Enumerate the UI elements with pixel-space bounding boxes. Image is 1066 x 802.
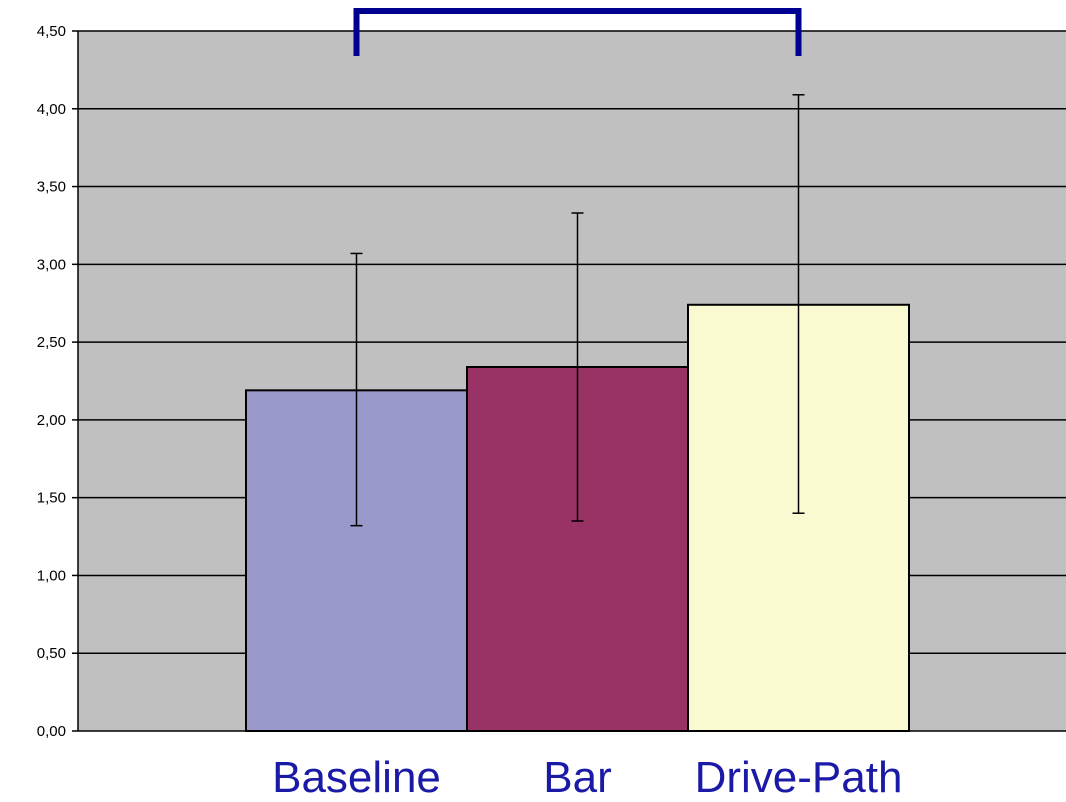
y-tick-label: 0,50	[37, 645, 66, 662]
category-labels: Baseline Bar Drive-Path	[272, 753, 902, 802]
significance-bracket	[353, 8, 802, 56]
y-tick-label: 3,50	[37, 179, 66, 196]
y-tick-label: 3,00	[37, 256, 66, 273]
error-bars-group	[350, 94, 805, 527]
category-label: Drive-Path	[695, 753, 903, 802]
significance-bracket-line	[353, 8, 802, 56]
y-tick-label: 2,50	[37, 334, 66, 351]
category-label: Bar	[543, 753, 611, 802]
y-tick-label: 4,00	[37, 101, 66, 118]
y-tick-label: 1,50	[37, 490, 66, 507]
y-tick-label: 0,00	[37, 723, 66, 740]
y-tick-label: 2,00	[37, 412, 66, 429]
y-tick-label: 4,50	[37, 23, 66, 40]
y-tick-label: 1,00	[37, 567, 66, 584]
category-label: Baseline	[272, 753, 441, 802]
y-axis: 0,00 0,50 1,00 1,50 2,00 2,50 3,00 3,50 4,00 4,50	[37, 23, 79, 740]
